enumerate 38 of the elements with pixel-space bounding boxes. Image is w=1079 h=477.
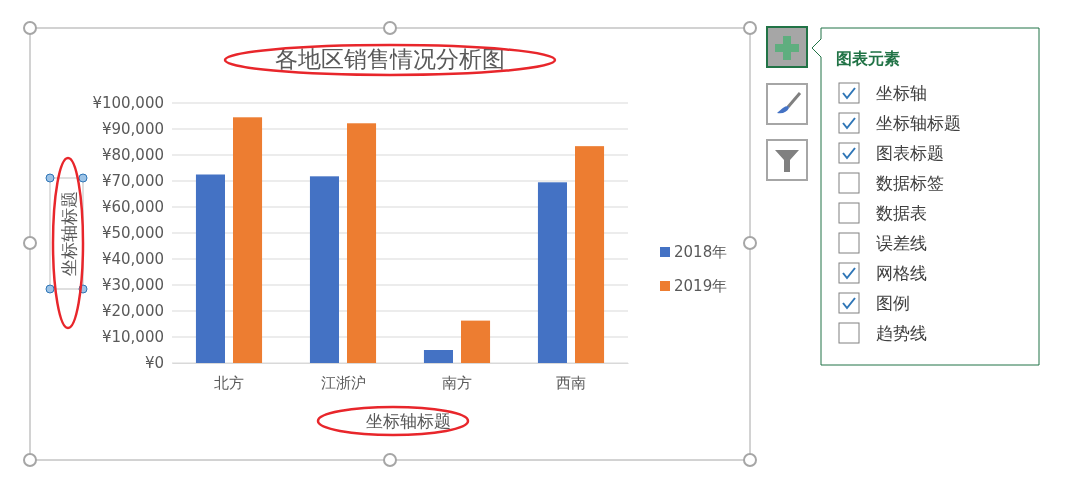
y-tick-label: ¥70,000 xyxy=(101,172,164,191)
y-tick-label: ¥60,000 xyxy=(101,198,164,217)
y-tick-label: ¥50,000 xyxy=(101,224,164,243)
bar xyxy=(195,174,225,363)
bar xyxy=(347,123,377,363)
bar xyxy=(575,146,605,363)
text: 坐标轴标题 xyxy=(876,113,961,133)
legend-label: 2018年 xyxy=(674,243,728,261)
y-tick-label: ¥40,000 xyxy=(101,250,164,269)
x-tick-label: 西南 xyxy=(556,373,586,392)
bar xyxy=(309,176,339,363)
bar xyxy=(423,350,453,363)
text: 网格线 xyxy=(876,263,927,283)
x-tick-label: 北方 xyxy=(214,373,244,392)
text: 图表元素 xyxy=(836,49,900,68)
bar xyxy=(233,117,263,363)
y-tick-label: ¥10,000 xyxy=(101,328,164,347)
x-tick-label: 南方 xyxy=(442,373,472,392)
y-tick-label: ¥100,000 xyxy=(92,94,164,113)
y-tick-label: ¥80,000 xyxy=(101,146,164,165)
text: 趋势线 xyxy=(876,323,927,343)
y-tick-label: ¥30,000 xyxy=(101,276,164,295)
y-axis-title: 坐标轴标题 xyxy=(59,190,79,276)
chart-title: 各地区销售情况分析图 xyxy=(275,46,505,72)
y-tick-label: ¥20,000 xyxy=(101,302,164,321)
x-axis-title: 坐标轴标题 xyxy=(365,411,451,431)
text: 误差线 xyxy=(876,233,927,253)
bar xyxy=(461,320,491,363)
y-tick-label: ¥90,000 xyxy=(101,120,164,139)
text: 坐标轴 xyxy=(876,83,927,103)
text: 数据标签 xyxy=(876,173,944,193)
text: 数据表 xyxy=(876,203,927,223)
text: 图例 xyxy=(876,293,910,313)
text: 图表标题 xyxy=(876,143,944,163)
bar xyxy=(537,182,567,363)
legend-label: 2019年 xyxy=(674,277,728,295)
y-tick-label: ¥0 xyxy=(144,354,164,373)
x-tick-label: 江浙沪 xyxy=(320,373,366,392)
